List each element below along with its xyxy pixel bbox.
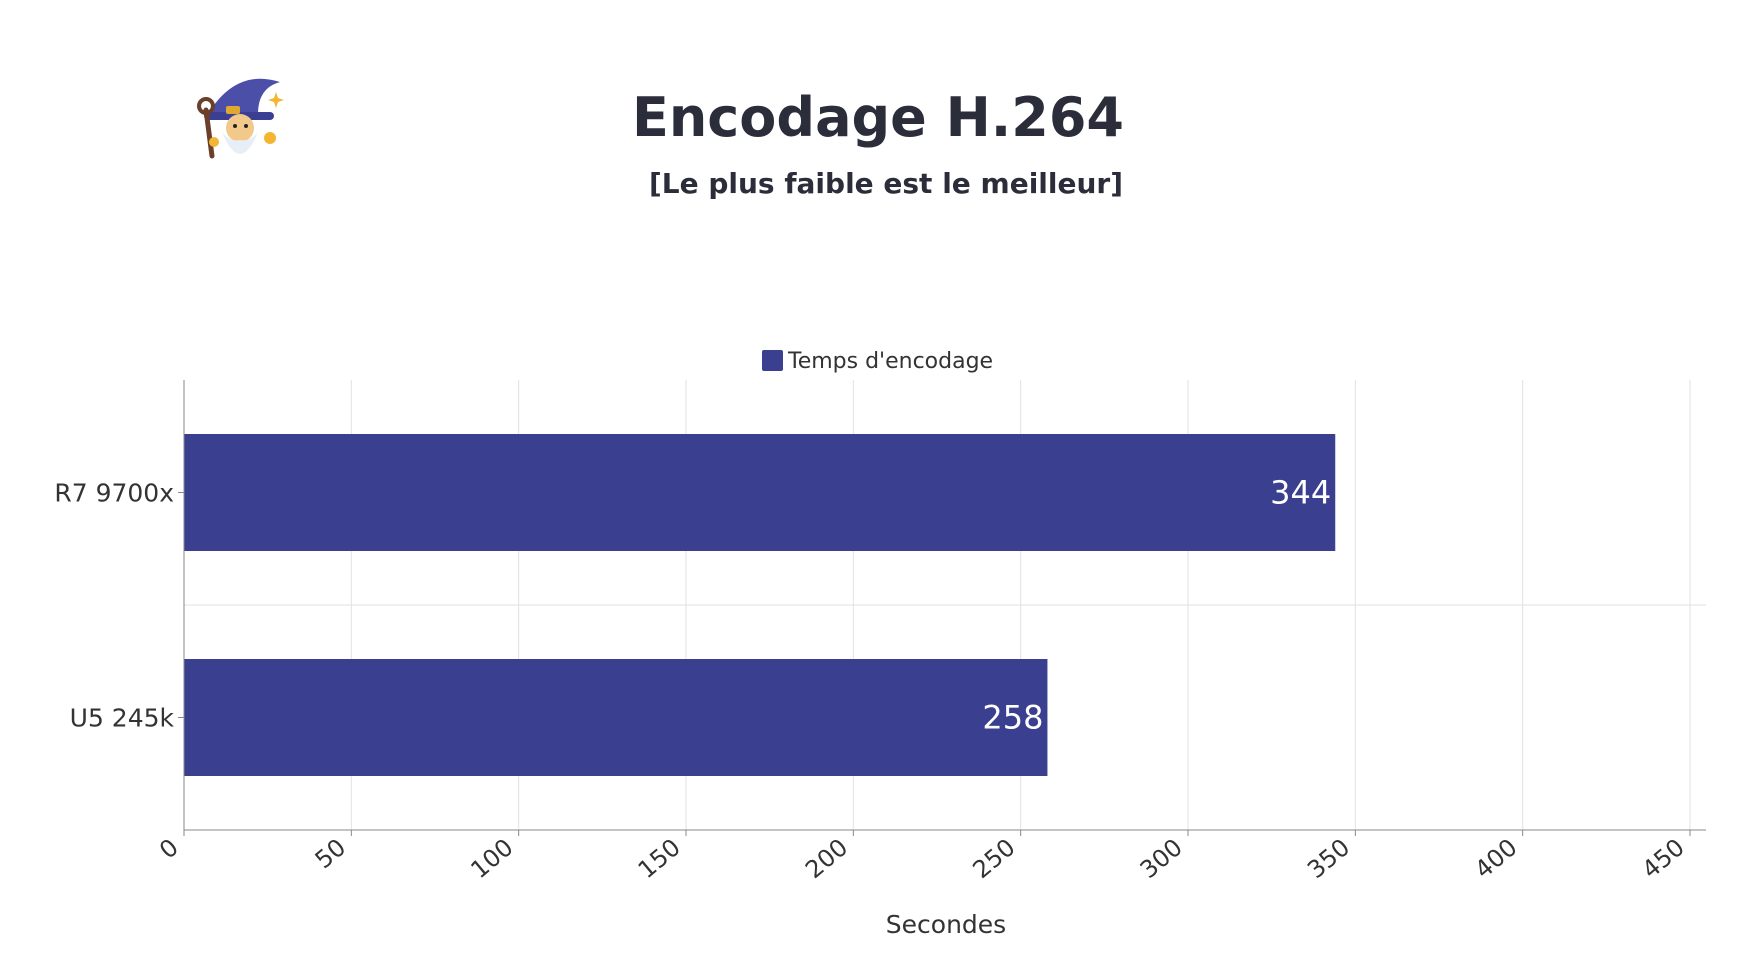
legend: Temps d'encodage bbox=[762, 349, 993, 374]
x-tick-label: 50 bbox=[310, 833, 351, 874]
axes bbox=[178, 380, 1706, 836]
y-category-label: U5 245k bbox=[70, 704, 175, 733]
chart-subtitle: [Le plus faible est le meilleur] bbox=[649, 167, 1123, 200]
x-tick-label: 350 bbox=[1302, 833, 1355, 884]
x-tick-label: 300 bbox=[1135, 833, 1188, 884]
y-category-label: R7 9700x bbox=[54, 479, 174, 508]
bars: 344 258 bbox=[184, 434, 1336, 776]
y-category-labels: R7 9700x U5 245k bbox=[54, 479, 174, 733]
x-tick-label: 450 bbox=[1637, 833, 1690, 884]
legend-label: Temps d'encodage bbox=[787, 349, 993, 374]
logo bbox=[197, 78, 284, 159]
x-tick-label: 250 bbox=[967, 833, 1020, 884]
x-tick-label: 0 bbox=[154, 833, 184, 864]
wizard-icon bbox=[197, 78, 284, 159]
bar bbox=[184, 659, 1048, 776]
bar bbox=[184, 434, 1336, 551]
legend-swatch bbox=[762, 350, 783, 371]
x-tick-labels: 0 50 100 150 200 250 300 350 400 450 bbox=[154, 833, 1690, 884]
chart-title: Encodage H.264 bbox=[632, 86, 1124, 149]
x-tick-label: 150 bbox=[633, 833, 686, 884]
x-tick-label: 100 bbox=[465, 833, 518, 884]
bar-value-label: 258 bbox=[982, 699, 1043, 737]
bar-value-label: 344 bbox=[1270, 474, 1331, 512]
x-tick-label: 400 bbox=[1469, 833, 1522, 884]
x-tick-label: 200 bbox=[800, 833, 853, 884]
x-axis-title: Secondes bbox=[886, 910, 1006, 939]
